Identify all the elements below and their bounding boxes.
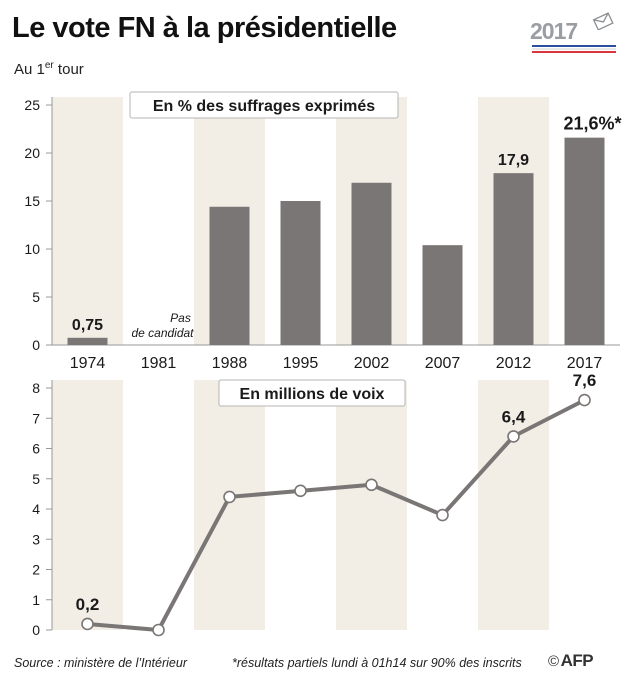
line-data-label-1974: 0,2 (76, 595, 100, 614)
line-y-tick-label: 2 (32, 562, 40, 578)
line-y-tick-label: 7 (32, 410, 40, 426)
x-category-label-2007: 2007 (425, 355, 461, 372)
x-category-label-1981: 1981 (141, 355, 177, 372)
subtitle-suffix: tour (53, 61, 84, 78)
votes-point-1974 (81, 617, 94, 631)
line-band-2002 (336, 380, 407, 630)
afp-logo: © AFP (548, 651, 594, 671)
bar-data-label-2012: 17,9 (498, 152, 529, 169)
source-note: Source : ministère de l’Intérieur (14, 656, 187, 670)
votes-point-1988 (223, 490, 236, 504)
bar-title-box (129, 91, 399, 119)
no-candidate-label-line2: de candidat (131, 326, 194, 340)
bar-data-label-2017: 21,6%* (563, 114, 621, 134)
bar-y-tick-label: 5 (32, 289, 40, 305)
line-y-tick-label: 5 (32, 471, 40, 487)
bar-1974 (67, 337, 108, 345)
bar-2017 (564, 137, 605, 345)
copyright-symbol: © (548, 653, 559, 670)
x-category-label-2017: 2017 (567, 355, 603, 372)
line-band-1974 (52, 380, 123, 630)
subtitle-sup: er (44, 60, 54, 71)
subtitle-prefix: Au 1 (14, 61, 45, 78)
x-category-label-2012: 2012 (496, 355, 532, 372)
logo-stripe-red (532, 51, 616, 53)
bar-2012 (493, 173, 534, 345)
bar-y-tick-label: 25 (24, 97, 40, 113)
votes-point-2017 (578, 393, 591, 407)
ballot-envelope-icon (592, 12, 614, 30)
line-y-tick-label: 8 (32, 380, 40, 396)
election-2017-logo: 2017 (530, 10, 620, 53)
votes-series-line (87, 398, 586, 632)
line-data-label-2017: 7,6 (573, 371, 597, 390)
votes-point-2002 (365, 478, 378, 492)
logo-stripes (532, 45, 616, 54)
line-chart-title: En millions de voix (240, 386, 385, 403)
x-category-label-1974: 1974 (70, 355, 106, 372)
line-title-box (218, 379, 406, 407)
subtitle: Au 1er tour (14, 60, 84, 78)
votes-point-2007 (436, 508, 449, 522)
line-y-tick-label: 4 (32, 501, 40, 517)
x-category-label-2002: 2002 (354, 355, 390, 372)
logo-stripe-white (532, 48, 616, 50)
votes-point-2012 (507, 430, 520, 443)
no-candidate-label-line1: Pas (170, 311, 191, 325)
logo-stripe-blue (532, 45, 616, 47)
bar-data-label-1974: 0,75 (72, 317, 103, 334)
bar-2002 (351, 182, 392, 345)
line-band-2012 (478, 380, 549, 630)
bar-y-tick-label: 20 (24, 145, 40, 161)
x-category-label-1988: 1988 (212, 355, 248, 372)
bar-y-tick-label: 15 (24, 193, 40, 209)
bar-y-tick-label: 10 (24, 241, 40, 257)
votes-point-1981 (152, 623, 165, 637)
x-category-label-1995: 1995 (283, 355, 319, 372)
bar-y-tick-label: 0 (32, 337, 40, 353)
line-data-label-2012: 6,4 (502, 407, 526, 426)
page-title: Le vote FN à la présidentielle (12, 12, 397, 44)
bar-1988 (209, 206, 250, 345)
line-y-tick-label: 1 (32, 592, 40, 608)
line-band-1988 (194, 380, 265, 630)
bar-band-1974 (52, 97, 123, 345)
bar-1995 (280, 201, 321, 345)
bar-2007 (422, 245, 463, 345)
votes-point-1995 (294, 484, 307, 498)
partial-results-note: *résultats partiels lundi à 01h14 sur 90… (232, 656, 522, 670)
line-y-tick-label: 0 (32, 622, 40, 638)
logo-year: 2017 (530, 18, 578, 44)
afp-agency: AFP (560, 651, 594, 670)
bar-chart-title: En % des suffrages exprimés (153, 98, 375, 115)
line-y-tick-label: 6 (32, 441, 40, 457)
line-y-tick-label: 3 (32, 531, 40, 547)
